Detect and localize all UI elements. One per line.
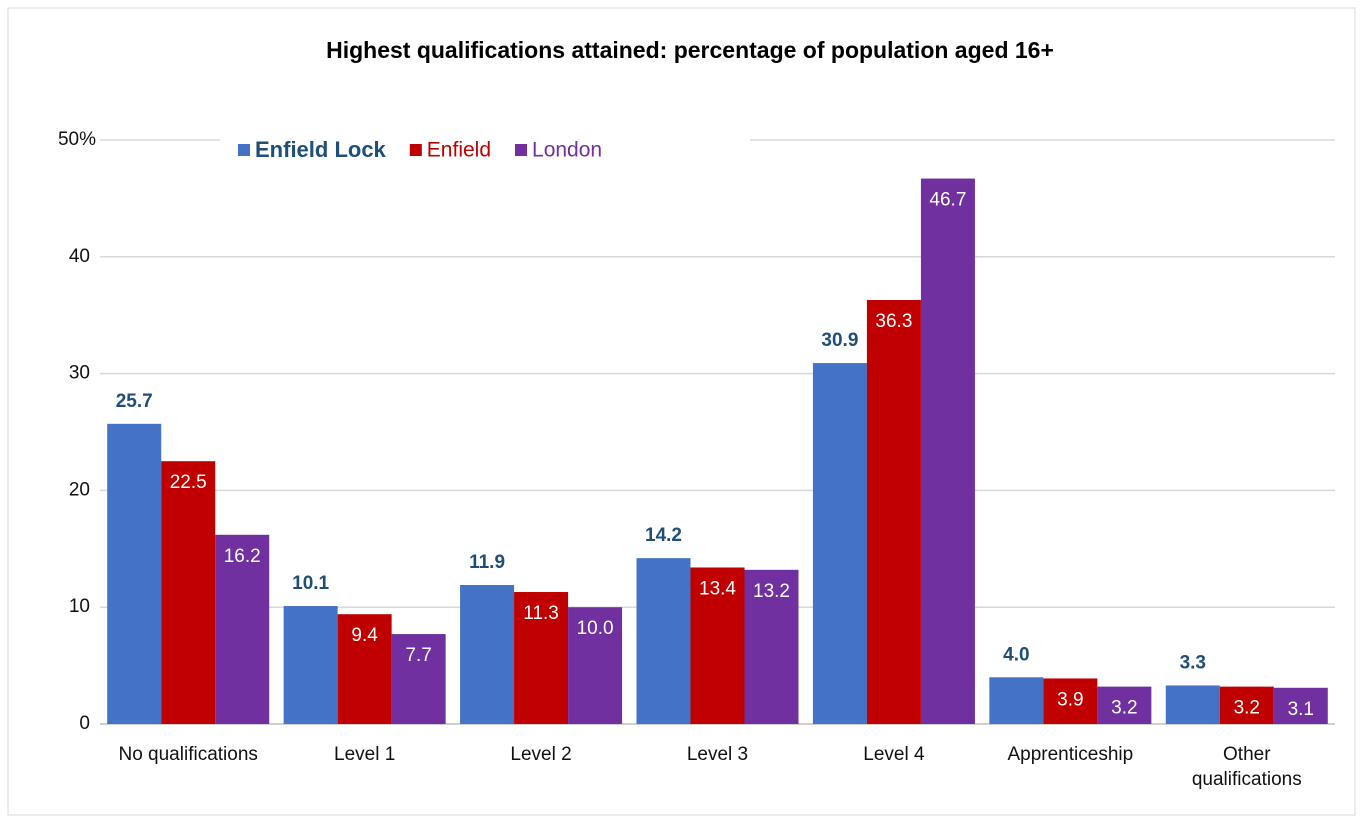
x-tick-label: Level 2 — [510, 744, 572, 765]
data-label: 9.4 — [351, 625, 378, 646]
bar — [161, 461, 216, 724]
bar — [1273, 687, 1328, 724]
data-label: 7.7 — [405, 645, 431, 666]
data-label: 10.1 — [292, 573, 329, 594]
bar — [391, 634, 446, 724]
bar — [812, 363, 867, 724]
bar — [107, 423, 162, 724]
bar — [514, 592, 569, 724]
data-label: 16.2 — [224, 546, 261, 567]
data-label: 3.1 — [1288, 699, 1314, 720]
bar — [989, 677, 1044, 724]
bar — [744, 569, 799, 724]
data-label: 13.2 — [753, 581, 790, 602]
bar — [568, 607, 623, 724]
x-tick-label: Level 4 — [863, 744, 925, 765]
data-label: 4.0 — [1003, 644, 1029, 665]
bar — [1165, 685, 1220, 724]
data-label: 3.9 — [1057, 689, 1083, 710]
data-label: 11.9 — [469, 552, 505, 573]
bar — [866, 300, 921, 724]
data-label: 22.5 — [170, 472, 207, 493]
x-tick-label: No qualifications — [118, 744, 258, 765]
x-tick-label: Apprenticeship — [1007, 744, 1134, 765]
y-tick-label: 10 — [69, 596, 90, 617]
data-label: 13.4 — [699, 579, 736, 600]
data-label: 25.7 — [116, 391, 153, 412]
bar — [460, 585, 515, 724]
y-tick-label: 30 — [69, 363, 90, 384]
legend-label: Enfield — [427, 139, 491, 162]
x-tick-label: Level 1 — [334, 744, 396, 765]
data-label: 3.3 — [1180, 652, 1206, 673]
bar — [920, 178, 975, 724]
bar — [283, 606, 338, 724]
y-tick-label: 0 — [79, 713, 90, 734]
y-tick-label: 20 — [69, 479, 90, 500]
data-label: 3.2 — [1111, 698, 1137, 719]
x-tick-label: Other qualifications — [1191, 744, 1302, 790]
bar — [1219, 686, 1274, 724]
bar — [1043, 678, 1098, 724]
data-label: 14.2 — [645, 525, 682, 546]
legend-label: London — [532, 139, 602, 162]
x-tick-label: Level 3 — [686, 744, 749, 765]
y-tick-label: 50% — [58, 129, 96, 150]
legend-label: Enfield Lock — [255, 137, 387, 162]
bar — [215, 534, 270, 724]
legend-swatch — [409, 144, 422, 156]
data-label: 46.7 — [929, 190, 966, 211]
legend-swatch — [515, 144, 528, 156]
bar — [1097, 686, 1152, 724]
bar — [337, 614, 392, 724]
bar — [690, 567, 745, 724]
data-label: 36.3 — [875, 311, 912, 332]
chart-title: Highest qualifications attained: percent… — [326, 37, 1054, 63]
data-label: 3.2 — [1234, 698, 1260, 719]
legend-background — [220, 134, 750, 166]
data-label: 10.0 — [577, 618, 614, 639]
y-tick-label: 40 — [69, 246, 90, 267]
data-label: 11.3 — [523, 603, 559, 624]
data-label: 30.9 — [821, 330, 858, 351]
bar — [636, 558, 691, 724]
legend-swatch — [238, 144, 250, 156]
